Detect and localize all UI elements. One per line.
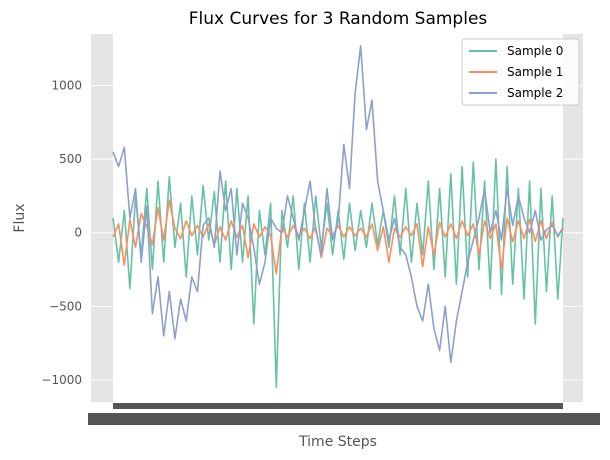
series-lines — [112, 44, 564, 389]
y-tick-label: 0 — [74, 226, 82, 240]
legend-label: Sample 1 — [507, 65, 563, 79]
legend-label: Sample 0 — [507, 44, 563, 58]
y-tick-label: 1000 — [51, 79, 82, 93]
x-axis-tick-bar — [113, 403, 563, 409]
y-tick-label: −1000 — [41, 373, 82, 387]
y-tick-labels: −1000 −500 0 500 1000 — [41, 79, 82, 387]
series-line-sample-2 — [112, 44, 564, 364]
x-axis-label: Time Steps — [298, 434, 377, 450]
series-line-sample-1 — [112, 199, 564, 275]
y-tick-label: 500 — [59, 152, 82, 166]
y-tick-label: −500 — [49, 299, 82, 313]
chart-title: Flux Curves for 3 Random Samples — [189, 9, 488, 29]
y-axis-label: Flux — [12, 203, 28, 232]
x-tick-label-blob — [88, 413, 600, 425]
legend-box — [461, 38, 580, 106]
legend: Sample 0 Sample 1 Sample 2 — [461, 38, 580, 106]
legend-label: Sample 2 — [507, 86, 563, 100]
